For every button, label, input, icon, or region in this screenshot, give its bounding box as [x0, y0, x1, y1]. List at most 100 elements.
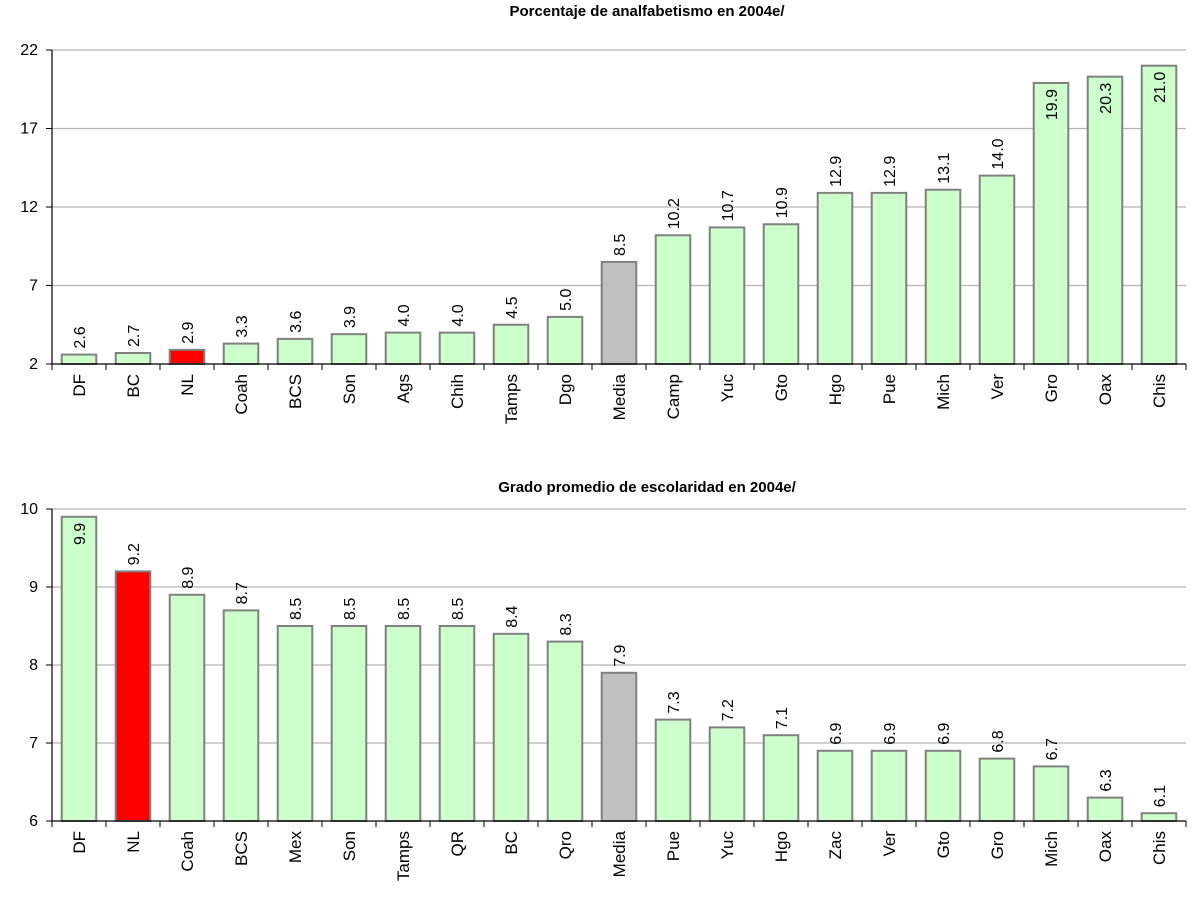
x-tick-label: Gto — [934, 831, 953, 858]
data-label: 4.0 — [450, 304, 467, 326]
bar-nl — [114, 570, 152, 823]
data-label: 14.0 — [990, 138, 1007, 169]
data-label: 2.7 — [126, 325, 143, 347]
x-tick-label: BC — [502, 831, 521, 855]
x-tick-label: Ver — [988, 374, 1007, 400]
x-tick-label: Chih — [448, 374, 467, 409]
bar-hgo — [816, 191, 854, 365]
data-label: 8.7 — [234, 582, 251, 604]
bar-mex — [276, 625, 314, 822]
x-tick-label: Oax — [1096, 831, 1115, 863]
data-label: 2.9 — [180, 322, 197, 344]
x-tick-label: BC — [124, 374, 143, 398]
x-tick-label: Gro — [988, 831, 1007, 859]
data-label: 8.5 — [396, 598, 413, 620]
data-label: 8.5 — [450, 598, 467, 620]
bar-camp — [654, 234, 692, 365]
x-tick-label: Oax — [1096, 374, 1115, 406]
bar-ags — [384, 331, 422, 366]
x-tick-label: Mich — [1042, 831, 1061, 867]
x-tick-label: Coah — [178, 831, 197, 872]
bar-coah — [168, 593, 206, 822]
bar-bc — [114, 352, 152, 366]
chart-title: Porcentaje de analfabetismo en 2004e/ — [509, 3, 785, 20]
data-label: 6.8 — [990, 730, 1007, 752]
x-tick-label: Zac — [826, 831, 845, 860]
data-label: 8.5 — [342, 598, 359, 620]
data-label: 9.2 — [126, 543, 143, 565]
x-tick-label: QR — [448, 831, 467, 857]
bar-yuc — [708, 726, 746, 823]
bar-pue — [654, 718, 692, 822]
x-tick-label: Qro — [556, 831, 575, 859]
chart-analfabetismo: Porcentaje de analfabetismo en 2004e/2 7 1… — [20, 3, 1187, 424]
bar-coah — [222, 342, 260, 365]
x-tick-label: BCS — [286, 374, 305, 409]
y-tick-label: 2 — [29, 356, 38, 373]
bar-son — [330, 625, 368, 822]
data-label: 10.7 — [720, 190, 737, 221]
y-tick-label: 8 — [29, 657, 38, 674]
data-label: 10.9 — [774, 187, 791, 218]
bar-gro — [978, 757, 1016, 822]
bar-bcs — [222, 609, 260, 823]
x-tick-label: Pue — [880, 374, 899, 404]
data-label: 6.9 — [936, 722, 953, 744]
data-label: 8.5 — [612, 234, 629, 256]
x-tick-label: NL — [178, 374, 197, 396]
bar-media — [600, 671, 638, 822]
x-tick-label: Son — [340, 374, 359, 404]
bar-hgo — [762, 734, 800, 823]
x-tick-label: Coah — [232, 374, 251, 415]
x-tick-label: Media — [610, 373, 629, 420]
x-tick-label: DF — [70, 831, 89, 854]
y-tick-label: 12 — [20, 199, 38, 216]
bar-mich — [924, 188, 962, 365]
x-tick-label: Dgo — [556, 374, 575, 405]
bar-gto — [924, 749, 962, 822]
y-tick-label: 7 — [29, 278, 38, 295]
x-tick-label: Hgo — [826, 374, 845, 405]
data-label: 7.2 — [720, 699, 737, 721]
bar-mich — [1032, 765, 1070, 823]
bar-tamps — [492, 323, 530, 365]
bar-pue — [870, 191, 908, 365]
y-tick-label: 10 — [20, 501, 38, 518]
data-label: 21.0 — [1152, 72, 1169, 103]
y-tick-label: 9 — [29, 579, 38, 596]
x-tick-label: Camp — [664, 374, 683, 419]
bar-son — [330, 333, 368, 366]
bar-tamps — [384, 625, 422, 822]
bar-oax — [1086, 796, 1124, 822]
y-tick-label: 7 — [29, 735, 38, 752]
x-tick-label: Tamps — [394, 831, 413, 881]
x-tick-label: Media — [610, 830, 629, 877]
x-tick-label: Hgo — [772, 831, 791, 862]
bar-zac — [816, 749, 854, 822]
data-label: 6.1 — [1152, 785, 1169, 807]
x-tick-label: Gro — [1042, 374, 1061, 402]
data-label: 8.3 — [558, 613, 575, 635]
data-label: 9.9 — [72, 523, 89, 545]
x-tick-label: Chis — [1150, 374, 1169, 408]
data-label: 6.9 — [882, 722, 899, 744]
bar-chis — [1140, 64, 1178, 365]
data-label: 6.7 — [1044, 738, 1061, 760]
bar-chis — [1140, 812, 1178, 823]
data-label: 6.3 — [1098, 769, 1115, 791]
bar-df — [60, 353, 98, 365]
bar-nl — [168, 348, 206, 365]
bar-ver — [978, 174, 1016, 365]
x-tick-label: Mex — [286, 831, 305, 864]
data-label: 19.9 — [1044, 89, 1061, 120]
x-tick-label: Mich — [934, 374, 953, 410]
bar-yuc — [708, 226, 746, 365]
x-tick-label: Yuc — [718, 374, 737, 403]
data-label: 7.9 — [612, 644, 629, 666]
chart-escolaridad: Grado promedio de escolaridad en 2004e/6… — [20, 479, 1187, 881]
x-tick-label: Son — [340, 831, 359, 861]
data-label: 7.3 — [666, 691, 683, 713]
data-label: 8.9 — [180, 566, 197, 588]
x-tick-label: DF — [70, 374, 89, 397]
